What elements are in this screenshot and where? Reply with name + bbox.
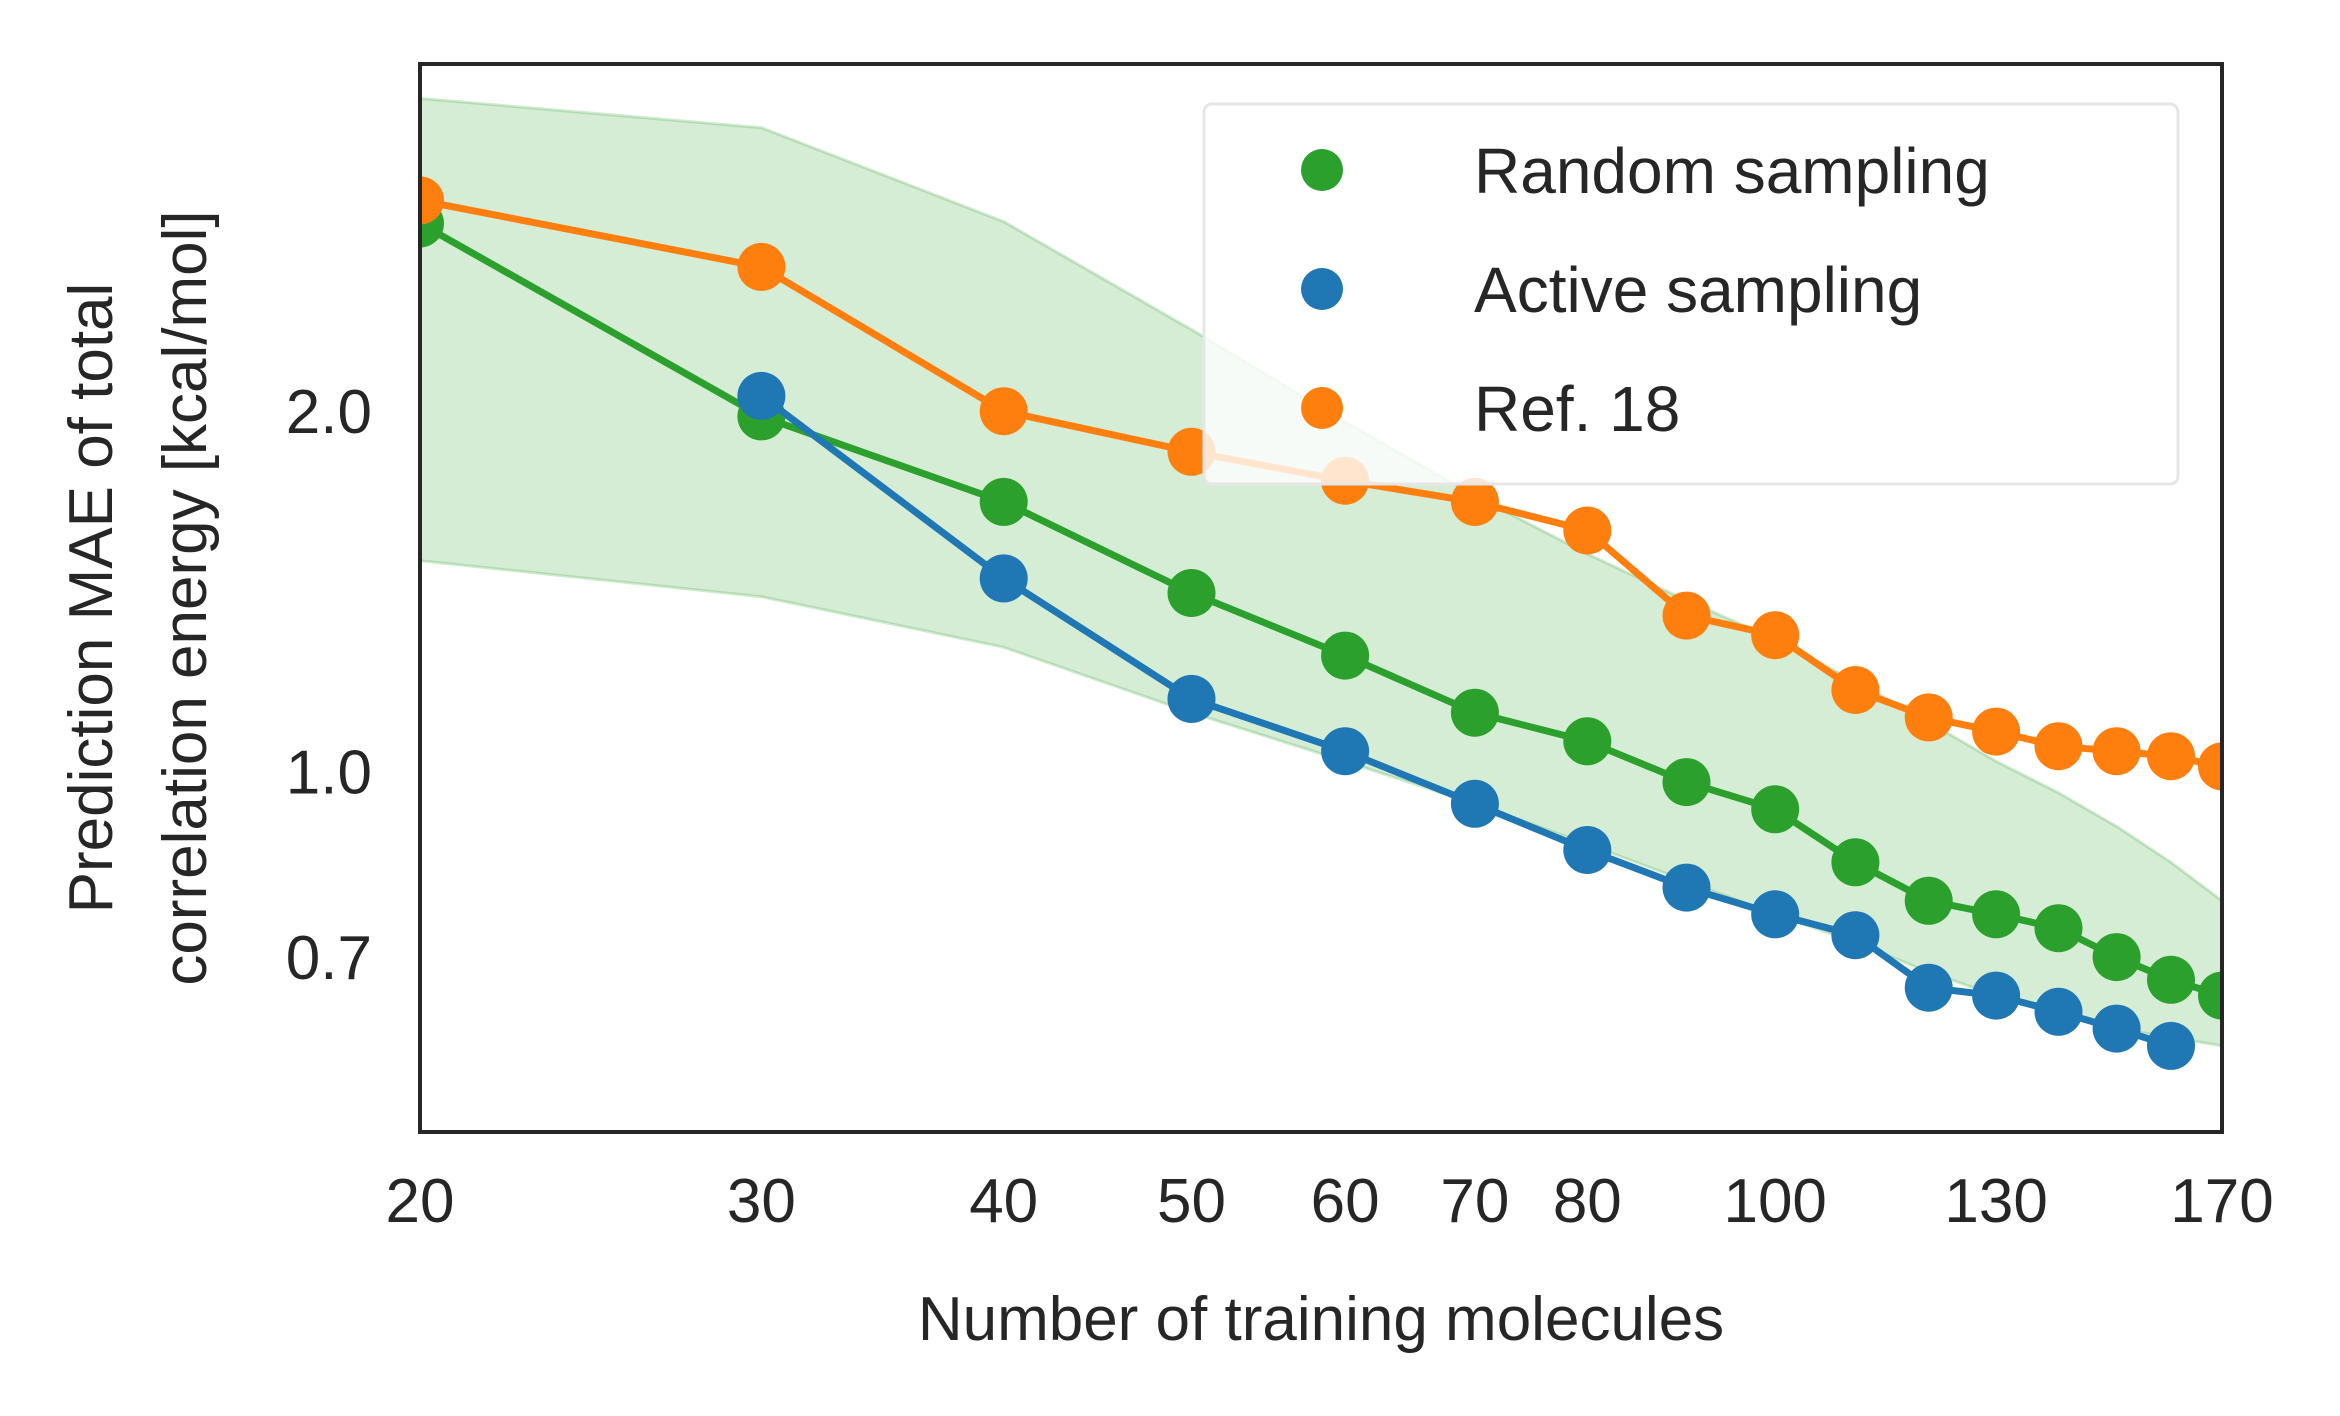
- data-point-active-sampling: [2034, 987, 2083, 1036]
- y-axis-label-line-2: correlation energy [kcal/mol]: [151, 210, 220, 985]
- y-tick-label: 1.0: [286, 739, 372, 808]
- data-point-active-sampling: [2092, 1004, 2141, 1053]
- data-point-random-sampling: [2034, 904, 2083, 953]
- data-point-active-sampling: [1972, 971, 2021, 1020]
- series-active-sampling: [737, 371, 2195, 1070]
- x-tick-label: 50: [1157, 1167, 1226, 1236]
- data-point-active-sampling: [1563, 826, 1612, 874]
- data-point-ref-18: [1450, 477, 1499, 526]
- y-axis-label-line-1: Prediction MAE of total: [57, 283, 126, 914]
- legend-label-random-sampling: Random sampling: [1474, 135, 1990, 207]
- data-point-active-sampling: [1904, 963, 1953, 1012]
- data-point-random-sampling: [1321, 631, 1370, 680]
- y-axis-label: Prediction MAE of total correlation ener…: [57, 210, 220, 985]
- data-point-active-sampling: [1167, 674, 1216, 723]
- data-point-random-sampling: [2198, 971, 2222, 1020]
- series-layer: [420, 176, 2222, 1070]
- x-tick-label: 40: [969, 1167, 1038, 1236]
- data-point-ref-18: [1563, 506, 1612, 555]
- x-tick-label: 170: [2170, 1167, 2273, 1236]
- data-point-active-sampling: [1321, 727, 1370, 776]
- data-point-random-sampling: [1563, 717, 1612, 766]
- legend: Random sampling Active sampling Ref. 18: [1202, 102, 2180, 486]
- data-point-random-sampling: [1450, 688, 1499, 737]
- data-point-ref-18: [979, 387, 1028, 436]
- y-tick-label: 2.0: [286, 378, 372, 447]
- data-point-ref-18: [2147, 732, 2195, 781]
- x-tick-labels: 20 30 40 50 60 70 80 100 130 170: [386, 1167, 2274, 1236]
- data-point-active-sampling: [2147, 1021, 2195, 1070]
- x-tick-label: 100: [1723, 1167, 1826, 1236]
- y-tick-label: 0.7: [286, 924, 372, 993]
- data-point-ref-18: [2092, 727, 2141, 776]
- x-tick-label: 130: [1944, 1167, 2047, 1236]
- data-point-ref-18: [1831, 666, 1880, 714]
- data-point-random-sampling: [1662, 758, 1711, 807]
- x-axis-label: Number of training molecules: [918, 1285, 1724, 1354]
- data-point-ref-18: [2198, 742, 2222, 791]
- series-line-ref-18: [420, 196, 2222, 770]
- legend-label-active-sampling: Active sampling: [1474, 254, 1922, 326]
- data-point-ref-18: [420, 176, 444, 225]
- plot-frame: [418, 62, 2224, 1134]
- y-tick-labels: 0.7 1.0 2.0: [286, 378, 372, 993]
- x-tick-label: 60: [1311, 1167, 1380, 1236]
- data-point-active-sampling: [1831, 911, 1880, 960]
- confidence-band-upper-edge: [420, 96, 2222, 902]
- x-tick-label: 20: [386, 1167, 455, 1236]
- legend-marker-ref-18: [1301, 387, 1343, 429]
- data-point-random-sampling: [1831, 838, 1880, 887]
- data-point-ref-18: [1904, 693, 1953, 742]
- data-point-ref-18: [737, 242, 786, 291]
- series-random-sampling: [420, 199, 2222, 1020]
- legend-box: [1202, 102, 2180, 486]
- data-point-active-sampling: [979, 554, 1028, 603]
- data-point-random-sampling: [1167, 569, 1216, 617]
- legend-marker-random-sampling: [1301, 149, 1343, 191]
- x-tick-label: 80: [1553, 1167, 1622, 1236]
- data-point-active-sampling: [1662, 863, 1711, 912]
- data-point-random-sampling: [1972, 890, 2021, 939]
- data-point-ref-18: [2034, 722, 2083, 771]
- data-point-ref-18: [1972, 707, 2021, 756]
- data-point-random-sampling: [979, 477, 1028, 526]
- data-point-ref-18: [1662, 591, 1711, 640]
- x-tick-label: 30: [727, 1167, 796, 1236]
- legend-marker-active-sampling: [1301, 268, 1343, 310]
- series-line-random-sampling: [420, 220, 2222, 999]
- legend-label-ref-18: Ref. 18: [1474, 373, 1680, 445]
- data-point-ref-18: [1751, 611, 1800, 660]
- data-point-random-sampling: [1751, 785, 1800, 834]
- data-point-active-sampling: [737, 371, 786, 420]
- data-point-random-sampling: [1904, 876, 1953, 925]
- data-point-random-sampling: [2147, 955, 2195, 1004]
- data-point-random-sampling: [2092, 933, 2141, 982]
- data-point-active-sampling: [1751, 890, 1800, 939]
- series-ref-18: [420, 176, 2222, 791]
- x-tick-label: 70: [1440, 1167, 1509, 1236]
- data-point-active-sampling: [1450, 779, 1499, 828]
